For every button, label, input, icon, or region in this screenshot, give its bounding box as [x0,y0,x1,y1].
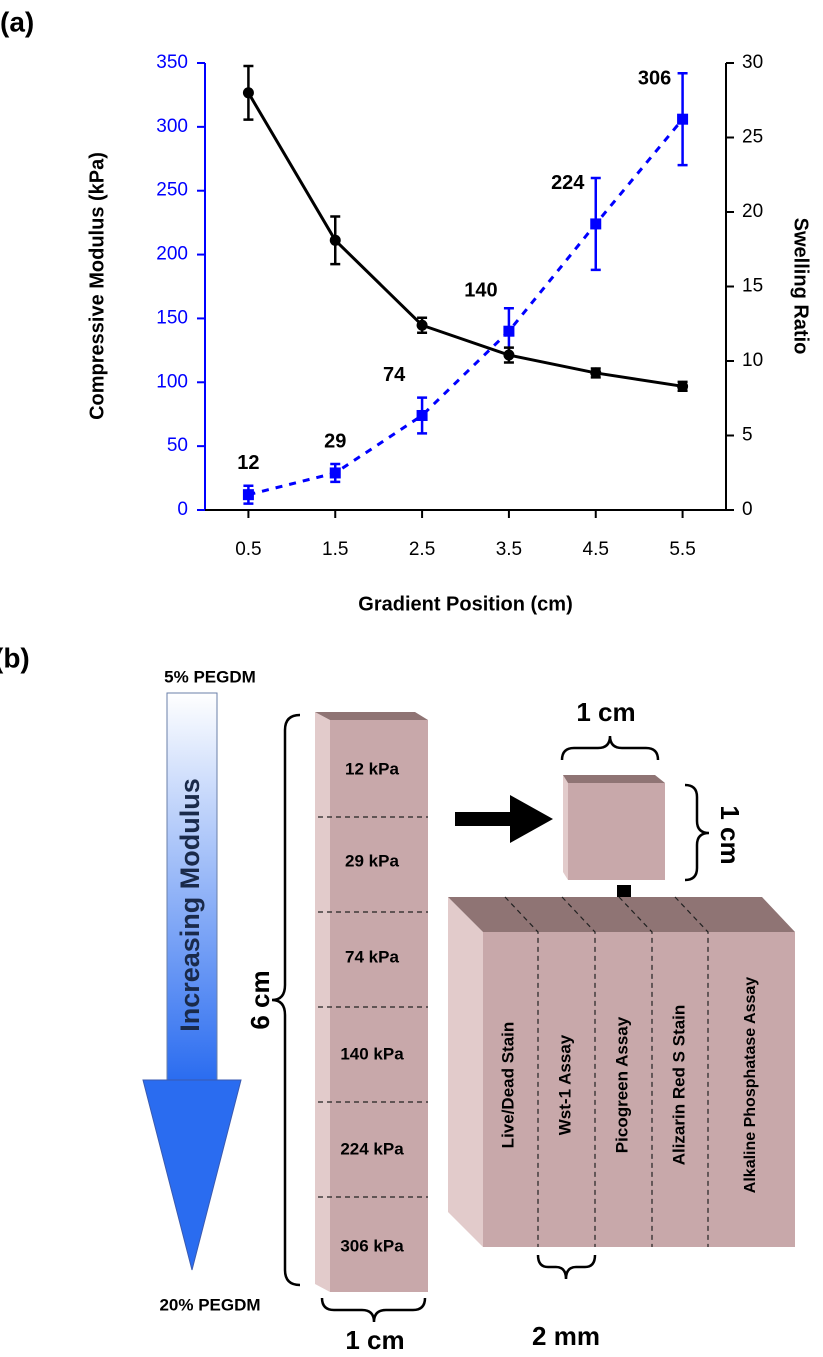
brace [320,1297,427,1323]
brace [560,735,660,761]
data-label: 140 [464,279,497,301]
column-side [315,712,330,1292]
marker [677,380,689,392]
marker [416,319,428,331]
section-label: Live/Dead Stain [498,1022,517,1149]
y2-tick-label: 15 [742,276,763,297]
chart: 0 50 100 150 200 250 300 350 0 5 10 15 20 25 30 0.5 1.5 2… [86,52,811,615]
section-label: Alkaline Phosphatase Assay [742,977,759,1193]
y-tick-label: 0 [177,499,188,520]
y2-tick-label: 0 [742,499,753,520]
cube-front [568,783,665,880]
x-tick-label: 4.5 [583,539,609,560]
marker [416,409,428,421]
data-label: 29 [324,430,346,452]
marker [503,325,515,337]
segment-label: 224 kPa [340,1139,404,1158]
y2-axis-title: Swelling Ratio [790,218,812,355]
section-width-label: 2 mm [532,1321,600,1351]
width-label: 1 cm [345,1325,404,1355]
series-line [248,118,684,497]
data-label: 74 [383,364,406,386]
section-label: Wst-1 Assay [555,1034,574,1135]
segment-label: 306 kPa [340,1236,404,1255]
y-tick-label: 50 [167,435,188,456]
column-dividers [318,816,428,1198]
y2-tick-label: 25 [742,127,763,148]
data-label: 12 [237,452,259,474]
height-label: 6 cm [245,970,275,1029]
cube-width-label: 1 cm [576,697,635,727]
data-label: 224 [551,172,585,194]
slab-top [448,897,795,932]
y2-tick-label: 30 [742,52,763,73]
marker [329,234,341,246]
y-tick-label: 200 [156,244,188,265]
arrow-top-label: 5% PEGDM [164,667,256,686]
slab-side [448,897,483,1247]
y-axis-title: Compressive Modulus (kPa) [86,152,108,420]
brace [271,713,301,1287]
series-line [247,92,683,388]
marker [242,87,254,99]
x-tick-label: 3.5 [496,539,522,560]
panel-label: (a) [0,6,34,37]
column-front [330,720,428,1292]
arrow-bottom-label: 20% PEGDM [159,1295,260,1314]
x-tick-label: 5.5 [669,539,695,560]
x-axis-title: Gradient Position (cm) [358,593,572,615]
divider [504,896,539,1247]
x-tick-label: 1.5 [322,539,348,560]
y-tick-label: 100 [156,371,188,392]
divider [561,896,596,1247]
y-tick-label: 300 [156,116,188,137]
y-tick-label: 150 [156,307,188,328]
y2-tick-label: 5 [742,425,753,446]
marker [590,218,602,230]
x-tick-label: 2.5 [409,539,435,560]
section-label: Picogreen Assay [612,1016,631,1153]
brace [536,1254,597,1280]
cube-top [563,775,665,783]
x-tick-label: 0.5 [235,539,261,560]
y2-tick-label: 20 [742,201,763,222]
segment-label: 74 kPa [345,947,399,966]
arrow-shaft [166,692,218,1082]
divider [618,896,653,1247]
panel-label: (b) [0,642,30,673]
cube-side [563,775,568,880]
y2-tick-label: 10 [742,350,763,371]
diagram: Increasing Modulus 5% PEGDM 20% PEGDM 12… [142,667,795,1355]
arrow-label: Increasing Modulus [175,778,205,1032]
y-tick-label: 250 [156,180,188,201]
section-label: Alizarin Red S Stain [669,1005,688,1166]
marker [590,367,602,379]
data-label: 306 [638,67,671,89]
marker [503,349,515,361]
marker [242,489,254,501]
segment-label: 140 kPa [340,1044,404,1063]
slab-front [483,932,795,1247]
arrow-head [142,1079,242,1271]
y-tick-label: 350 [156,52,188,73]
slab-dividers [504,896,709,1247]
arrow-right [455,795,553,843]
segment-label: 29 kPa [345,851,399,870]
segment-label: 12 kPa [345,759,399,778]
cube-height-label: 1 cm [715,805,745,864]
divider [674,896,709,1247]
marker [329,467,341,479]
marker [677,113,689,125]
column-top [315,712,428,720]
brace [684,783,710,882]
